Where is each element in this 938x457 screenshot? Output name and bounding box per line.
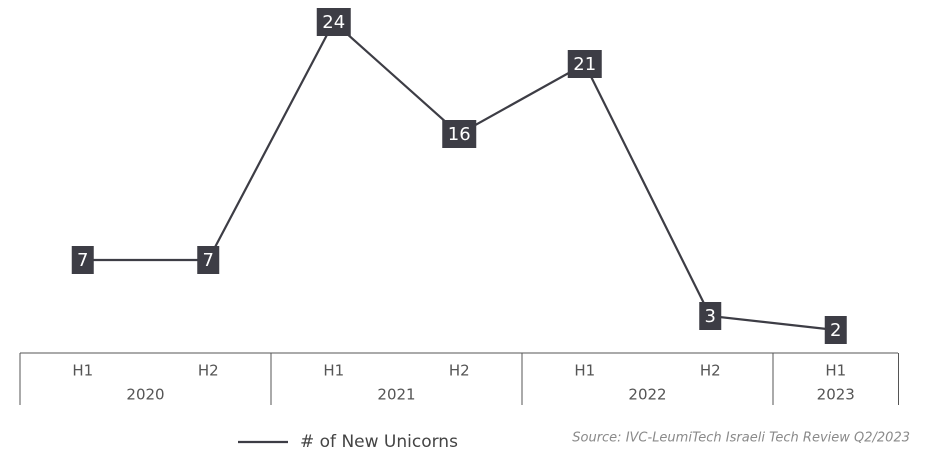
x-tick-label: H2: [449, 362, 470, 380]
data-label: 2: [830, 320, 841, 341]
x-tick-label: H2: [700, 362, 721, 380]
x-tick-label: H1: [825, 362, 846, 380]
data-label-box: [442, 120, 477, 148]
data-label-box: [197, 246, 220, 274]
line: [82, 20, 836, 332]
data-label: 16: [448, 124, 471, 145]
x-tick-label: H1: [574, 362, 595, 380]
data-label-box: [316, 8, 351, 36]
data-label: 3: [705, 306, 716, 327]
group-label: 2022: [628, 386, 666, 404]
data-label-box: [824, 316, 847, 344]
source-note: Source: IVC-LeumiTech Israeli Tech Revie…: [572, 431, 910, 446]
group-label: 2021: [377, 386, 415, 404]
data-label-box: [567, 50, 602, 78]
data-label-box: [699, 302, 722, 330]
group-label: 2023: [817, 386, 855, 404]
group-label: 2020: [126, 386, 164, 404]
x-tick-label: H1: [323, 362, 344, 380]
data-label: 7: [77, 250, 88, 271]
x-tick-label: H1: [72, 362, 93, 380]
data-label-box: [71, 246, 94, 274]
data-label: 7: [203, 250, 214, 271]
data-label: 21: [573, 54, 596, 75]
legend-label: # of New Unicorns: [300, 432, 458, 452]
x-tick-label: H2: [198, 362, 219, 380]
data-label: 24: [322, 12, 345, 33]
